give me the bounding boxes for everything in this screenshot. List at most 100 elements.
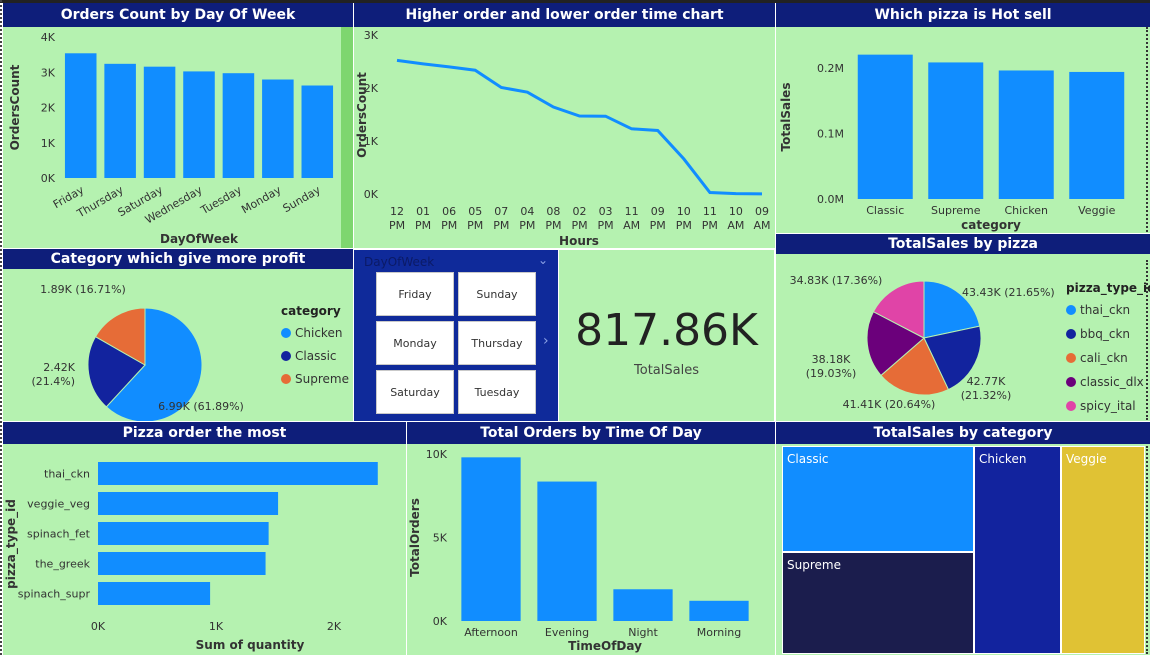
x-tick-label: 10 PM (676, 205, 692, 232)
order-time-panel[interactable]: Higher order and lower order time chart … (354, 3, 775, 248)
orders-by-day-title: Orders Count by Day Of Week (3, 3, 353, 27)
treemap-cell-supreme[interactable]: Supreme (782, 552, 974, 654)
bar-the-greek (98, 552, 266, 575)
legend-entry: Chicken (295, 326, 342, 340)
y-tick-label: 0.1M (817, 127, 844, 140)
card-value: 817.86K (575, 305, 758, 356)
x-tick-label: Evening (545, 626, 589, 639)
data-label: 43.43K (21.65%) (962, 286, 1055, 299)
slicer-option-tuesday[interactable]: Tuesday (458, 370, 536, 414)
x-tick-label: Morning (697, 626, 742, 639)
scrollbar[interactable] (1146, 27, 1150, 232)
treemap-cell-chicken[interactable]: Chicken (974, 446, 1061, 654)
sales-by-category-panel[interactable]: TotalSales by category Classic Supreme C… (776, 422, 1150, 655)
x-tick-label: 05 PM (467, 205, 483, 232)
legend-entry: thai_ckn (1080, 303, 1130, 317)
data-label: 6.99K (61.89%) (158, 400, 244, 413)
y-tick-label: 3K (364, 29, 379, 42)
slicer-option-friday[interactable]: Friday (376, 272, 454, 316)
y-tick-label: 4K (41, 31, 56, 44)
x-tick-label: 11 PM (702, 205, 718, 232)
y-tick-label: spinach_fet (27, 528, 91, 541)
order-time-title: Higher order and lower order time chart (354, 3, 775, 27)
bar-veggie-veg (98, 492, 279, 515)
data-label: 38.18K (19.03%) (806, 353, 857, 380)
y-axis-title: OrdersCount (355, 72, 369, 158)
total-sales-card[interactable]: 817.86K TotalSales (559, 250, 774, 421)
treemap-label-supreme: Supreme (787, 558, 841, 572)
treemap-cell-veggie[interactable]: Veggie (1061, 446, 1145, 654)
bar-supreme (928, 62, 984, 200)
category-profit-panel[interactable]: Category which give more profit 6.99K (6… (3, 249, 353, 421)
bar-chicken (998, 70, 1054, 200)
hot-sell-panel[interactable]: Which pizza is Hot sell 0.0M 0.1M 0.2M Clas… (776, 3, 1150, 233)
bar-wednesday (183, 71, 215, 178)
sales-by-pizza-panel[interactable]: TotalSales by pizza 43.43K (21.65%) 42.77… (776, 234, 1150, 421)
scrollbar[interactable] (1146, 260, 1150, 420)
slice-spicy-ital (872, 280, 925, 339)
y-tick-label: 2K (41, 102, 56, 115)
bar-friday (64, 53, 97, 178)
orders-time-of-day-panel[interactable]: Total Orders by Time Of Day 0K 5K 10K After… (407, 422, 775, 655)
slicer-option-sunday[interactable]: Sunday (458, 272, 536, 316)
y-tick-label: 3K (41, 66, 56, 79)
legend-marker (281, 351, 291, 361)
data-label: 34.83K (17.36%) (790, 274, 883, 287)
x-tick-label: Veggie (1078, 204, 1115, 217)
pizza-most-panel[interactable]: Pizza order the most thai_ckn veggie_veg s… (3, 422, 406, 655)
sales-by-category-title: TotalSales by category (776, 422, 1150, 444)
scrollbar[interactable] (1146, 446, 1150, 654)
x-tick-label: 09 AM (753, 205, 770, 232)
legend-marker (281, 374, 291, 384)
data-label: 42.77K (21.32%) (961, 375, 1012, 402)
bar-spinach-fet (98, 522, 269, 545)
legend-marker (1066, 401, 1076, 411)
treemap-label-veggie: Veggie (1066, 452, 1107, 466)
x-tick-label: 12 PM (389, 205, 405, 232)
x-tick-label: 0K (91, 620, 106, 633)
x-axis-title: category (961, 218, 1021, 232)
legend-marker (1066, 305, 1076, 315)
orders-by-day-panel[interactable]: Orders Count by Day Of Week 0K 1K 2K 3K 4K Fr… (3, 3, 353, 248)
bar-morning (689, 600, 749, 621)
y-tick-label: 0K (41, 172, 56, 185)
bar-afternoon (461, 457, 521, 621)
treemap-label-chicken: Chicken (979, 452, 1027, 466)
panel-resize-handle[interactable] (341, 27, 353, 248)
series-line (396, 58, 763, 196)
orders-time-of-day-chart: 0K 5K 10K Afternoon Evening Night Morning TimeO… (408, 448, 749, 653)
bar-evening (537, 481, 597, 621)
x-tick-label: 11 AM (623, 205, 640, 232)
bar-veggie (1069, 71, 1125, 199)
category-profit-chart: 6.99K (61.89%) 2.42K (21.4%) 1.89K (16.71%)… (31, 283, 349, 421)
hot-sell-title: Which pizza is Hot sell (776, 3, 1150, 27)
bar-monday (262, 79, 294, 178)
y-axis-title: OrdersCount (8, 64, 22, 150)
slicer-option-monday[interactable]: Monday (376, 321, 454, 365)
x-tick-label: Sunday (281, 183, 324, 215)
bar-spinach-supr (98, 582, 211, 605)
slicer-option-thursday[interactable]: Thursday (458, 321, 536, 365)
bar-night (613, 589, 673, 621)
x-tick-label: 02 PM (571, 205, 587, 232)
day-slicer[interactable]: DayOfWeek ⌄ Friday Sunday Monday Thursda… (354, 250, 558, 421)
chevron-down-icon[interactable]: ⌄ (537, 253, 548, 267)
data-label: 1.89K (16.71%) (40, 283, 126, 296)
bar-thursday (104, 63, 136, 178)
chevron-right-icon[interactable]: › (543, 333, 549, 349)
hot-sell-chart: 0.0M 0.1M 0.2M Classic Supreme Chicken Veggie c… (779, 54, 1125, 232)
x-tick-label: 01 PM (415, 205, 431, 232)
data-label: 2.42K (21.4%) (31, 361, 75, 388)
slicer-option-saturday[interactable]: Saturday (376, 370, 454, 414)
x-tick-label: Monday (239, 183, 284, 216)
bar-saturday (143, 66, 176, 178)
data-label: 41.41K (20.64%) (843, 398, 936, 411)
sales-by-pizza-chart: 43.43K (21.65%) 42.77K (21.32%) 41.41K (20.… (790, 274, 1150, 413)
legend-title: category (281, 304, 341, 318)
y-tick-label: 2K (364, 82, 379, 95)
legend-entry: Classic (295, 349, 337, 363)
y-tick-label: 0K (433, 615, 448, 628)
y-axis-title: TotalSales (779, 83, 793, 152)
x-tick-label: 09 PM (650, 205, 666, 232)
treemap-cell-classic[interactable]: Classic (782, 446, 974, 552)
